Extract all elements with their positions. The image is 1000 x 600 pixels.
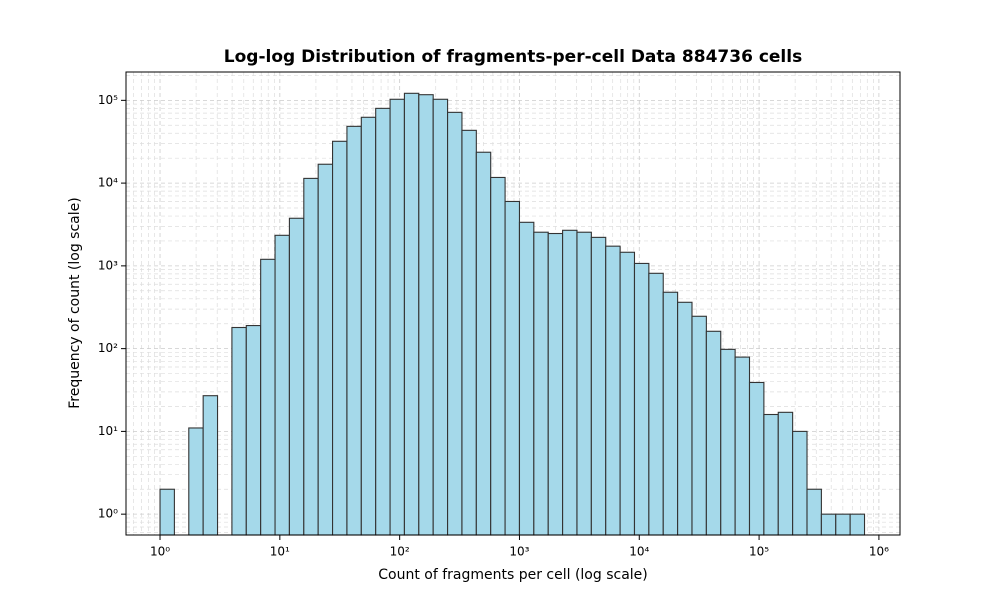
bar xyxy=(820,513,837,536)
bar xyxy=(562,229,578,536)
y-axis-label: Frequency of count (log scale) xyxy=(67,197,83,408)
bar xyxy=(375,107,391,536)
bar xyxy=(303,177,319,536)
bar xyxy=(475,151,492,536)
bar xyxy=(360,116,377,536)
chart-title: Log-log Distribution of fragments-per-ce… xyxy=(224,47,802,67)
bar xyxy=(763,413,779,536)
y-tick-label: 10³ xyxy=(98,258,118,272)
bar xyxy=(188,427,204,536)
plot-frame xyxy=(125,71,901,536)
bar xyxy=(518,221,535,536)
bar xyxy=(705,330,722,536)
bar xyxy=(835,513,851,536)
x-tick-label: 10² xyxy=(390,545,410,559)
y-tick-label: 10¹ xyxy=(98,424,118,438)
bar xyxy=(748,381,765,536)
bar xyxy=(418,94,434,536)
bar xyxy=(245,325,262,536)
x-axis-label: Count of fragments per cell (log scale) xyxy=(378,567,648,583)
x-tick-label: 10³ xyxy=(509,545,529,559)
bar xyxy=(490,176,506,536)
bar xyxy=(461,129,477,536)
y-tick-label: 10² xyxy=(98,341,118,355)
bar xyxy=(648,272,664,536)
bar xyxy=(432,98,449,536)
bar xyxy=(633,262,650,536)
x-tick-label: 10⁵ xyxy=(749,545,769,559)
x-tick-label: 10¹ xyxy=(270,545,290,559)
y-tick-label: 10⁰ xyxy=(98,507,118,521)
bar xyxy=(159,488,175,536)
x-tick-label: 10⁶ xyxy=(869,545,889,559)
bar xyxy=(691,315,707,536)
bar xyxy=(576,231,592,536)
bar xyxy=(777,411,794,536)
bar xyxy=(274,234,290,536)
y-tick-label: 10⁴ xyxy=(98,176,118,190)
bar xyxy=(849,513,866,536)
bar xyxy=(403,92,420,536)
bar xyxy=(447,111,463,536)
bar xyxy=(317,163,334,536)
bar xyxy=(202,395,219,536)
bar xyxy=(346,125,362,536)
bar xyxy=(533,231,549,536)
bar xyxy=(590,236,607,536)
bar xyxy=(332,140,348,536)
bar xyxy=(677,301,693,536)
y-tick-label: 10⁵ xyxy=(98,93,118,107)
bar xyxy=(792,430,808,536)
bar xyxy=(389,98,405,536)
bar xyxy=(288,217,305,536)
bar xyxy=(504,200,521,536)
bar xyxy=(720,348,736,536)
x-tick-label: 10⁴ xyxy=(629,545,649,559)
bar xyxy=(806,488,822,536)
bar xyxy=(231,326,247,536)
bar xyxy=(734,356,751,536)
bar xyxy=(260,258,276,536)
bar xyxy=(547,232,564,536)
x-tick-label: 10⁰ xyxy=(150,545,170,559)
bar xyxy=(662,291,679,536)
bar xyxy=(605,245,621,536)
bar xyxy=(619,251,636,536)
